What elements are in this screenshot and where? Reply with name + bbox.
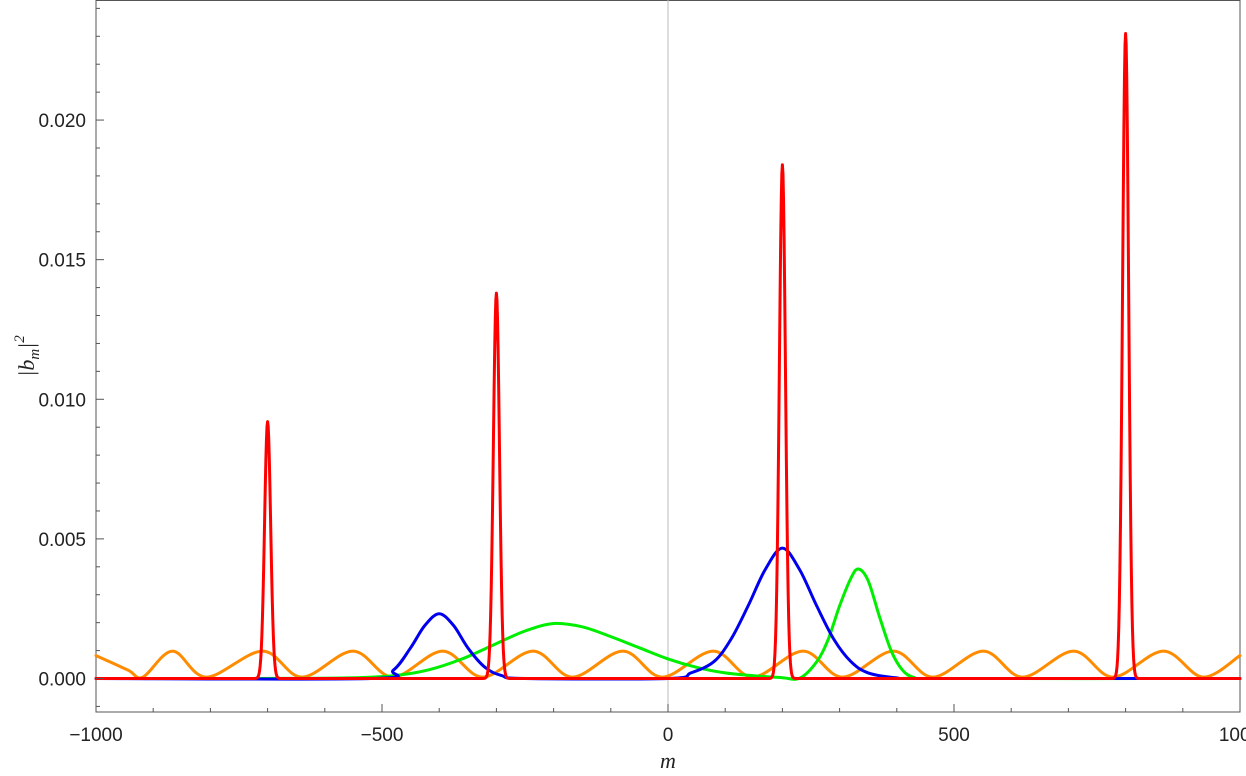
- y-tick-label: 0.015: [38, 251, 86, 272]
- red-series-line: [94, 32, 1242, 680]
- y-tick-label: 0.020: [38, 111, 86, 132]
- y-tick-label: 0.005: [38, 530, 86, 551]
- x-axis-title: m: [660, 748, 676, 773]
- x-tick-label: 500: [938, 725, 970, 746]
- x-tick-label: −500: [361, 725, 404, 746]
- y-axis-title: |bm|2: [12, 335, 43, 377]
- x-tick-label: −1000: [69, 725, 122, 746]
- y-tick-label: 0.010: [38, 390, 86, 411]
- axis-ticks: −1000 −500 0 500 1000 0.000 0.005 0.010 0.015 0.0…: [38, 7, 1246, 746]
- y-tick-label: 0.000: [38, 669, 86, 690]
- x-tick-label: 1000: [1219, 725, 1246, 746]
- series-layer: [94, 32, 1242, 681]
- x-tick-label: 0: [663, 725, 674, 746]
- y-axis-title-text: |bm|2: [12, 335, 43, 377]
- orange-series-line: [94, 649, 1242, 680]
- blue-series-line: [94, 546, 1242, 681]
